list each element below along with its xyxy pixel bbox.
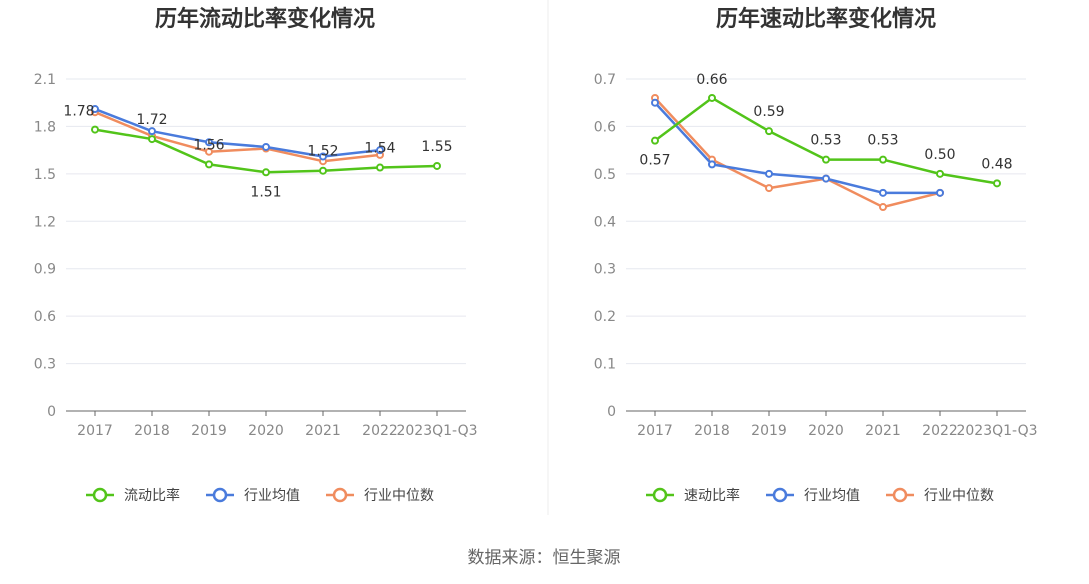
series-point-company bbox=[936, 169, 944, 178]
x-tick-label: 2022 bbox=[922, 423, 958, 439]
data-label: 0.57 bbox=[639, 153, 670, 169]
series-point-industry-avg bbox=[708, 160, 716, 169]
legend-swatch-marker bbox=[892, 487, 908, 503]
current-ratio-chart: 历年流动比率变化情况 0 0.3 0.6 0.9 1.2 1.5 1.8 2.1 2017 201… bbox=[34, 6, 478, 504]
current-ratio-title: 历年流动比率变化情况 bbox=[155, 6, 375, 32]
x-tick-label: 2023Q1-Q3 bbox=[396, 423, 477, 439]
y-tick-label: 2.1 bbox=[34, 72, 56, 88]
data-label: 0.66 bbox=[696, 72, 727, 88]
series-point-company bbox=[708, 93, 716, 102]
x-tick-label: 2023Q1-Q3 bbox=[956, 423, 1037, 439]
data-label: 1.51 bbox=[250, 184, 281, 200]
data-label: 0.59 bbox=[753, 104, 784, 120]
data-label: 0.53 bbox=[810, 133, 841, 149]
x-tick-label: 2018 bbox=[694, 423, 730, 439]
series-point-industry-avg bbox=[936, 188, 944, 197]
legend-label: 流动比率 bbox=[124, 487, 180, 504]
series-point-company bbox=[262, 168, 270, 177]
data-label: 1.54 bbox=[364, 141, 395, 157]
series-point-company bbox=[319, 166, 327, 175]
y-tick-label: 0.6 bbox=[594, 119, 616, 135]
y-tick-label: 0 bbox=[607, 404, 616, 420]
series-point-industry-avg bbox=[765, 169, 773, 178]
x-tick-label: 2017 bbox=[637, 423, 673, 439]
quick-ratio-title: 历年速动比率变化情况 bbox=[716, 6, 936, 32]
data-label: 1.56 bbox=[193, 137, 224, 153]
series-point-company bbox=[433, 161, 441, 170]
series-point-industry-avg bbox=[91, 105, 99, 114]
y-tick-label: 0.9 bbox=[34, 262, 56, 278]
data-label: 1.55 bbox=[421, 139, 452, 155]
data-label: 0.48 bbox=[981, 156, 1012, 172]
series-point-industry-avg bbox=[651, 98, 659, 107]
data-label: 1.72 bbox=[136, 112, 167, 128]
legend-label: 速动比率 bbox=[684, 487, 740, 504]
series-point-company bbox=[205, 160, 213, 169]
y-tick-label: 0.2 bbox=[594, 309, 616, 325]
data-source: 数据来源：恒生聚源 bbox=[468, 548, 621, 568]
y-tick-label: 1.5 bbox=[34, 167, 56, 183]
series-point-company bbox=[993, 179, 1001, 188]
series-line-industry-avg bbox=[94, 107, 381, 158]
series-point-industry-avg bbox=[822, 174, 830, 183]
series-point-industry-avg bbox=[205, 138, 213, 147]
series-line-industry-median bbox=[654, 97, 941, 209]
series-point-industry-avg bbox=[262, 142, 270, 151]
legend-swatch-marker bbox=[652, 487, 668, 503]
series-point-company bbox=[91, 125, 99, 134]
series-line-industry-avg bbox=[654, 101, 940, 195]
x-tick-label: 2020 bbox=[248, 423, 284, 439]
series-point-industry-avg bbox=[376, 146, 384, 155]
series-point-company bbox=[822, 155, 830, 164]
data-label: 1.78 bbox=[63, 104, 94, 120]
series-point-industry-median bbox=[765, 184, 773, 193]
y-tick-label: 0.4 bbox=[594, 214, 616, 230]
legend-label: 行业中位数 bbox=[924, 488, 994, 504]
x-tick-label: 2020 bbox=[808, 423, 844, 439]
series-point-industry-avg bbox=[879, 188, 887, 197]
series-point-industry-median bbox=[205, 147, 213, 156]
legend-swatch-marker bbox=[212, 487, 228, 503]
x-tick-label: 2021 bbox=[865, 423, 901, 439]
x-tick-label: 2018 bbox=[134, 423, 170, 439]
series-point-company bbox=[651, 136, 659, 145]
y-tick-label: 0.5 bbox=[594, 167, 616, 183]
data-label: 0.53 bbox=[867, 133, 898, 149]
series-point-company bbox=[879, 155, 887, 164]
y-tick-label: 1.2 bbox=[34, 214, 56, 230]
y-tick-label: 0 bbox=[47, 404, 56, 420]
series-point-company bbox=[765, 127, 773, 136]
legend-swatch-marker bbox=[332, 487, 348, 503]
legend-label: 行业均值 bbox=[244, 488, 300, 504]
series-point-company bbox=[148, 135, 156, 144]
data-label: 1.52 bbox=[307, 144, 338, 160]
y-tick-label: 0.7 bbox=[594, 72, 616, 88]
legend-label: 行业中位数 bbox=[364, 488, 434, 504]
series-point-company bbox=[376, 163, 384, 172]
y-tick-label: 0.3 bbox=[594, 262, 616, 278]
x-tick-label: 2021 bbox=[305, 423, 341, 439]
x-tick-label: 2019 bbox=[751, 423, 787, 439]
x-tick-label: 2022 bbox=[362, 423, 398, 439]
legend-swatch-marker bbox=[92, 487, 108, 503]
series-point-industry-avg bbox=[319, 152, 327, 161]
data-label: 0.50 bbox=[924, 147, 955, 163]
y-tick-label: 0.3 bbox=[34, 357, 56, 373]
x-tick-label: 2017 bbox=[77, 423, 113, 439]
y-tick-label: 1.8 bbox=[34, 119, 56, 135]
series-point-industry-median bbox=[879, 203, 887, 212]
quick-ratio-chart: 历年速动比率变化情况 0 0.1 0.2 0.3 0.4 0.5 0.6 0.7 2017 201… bbox=[594, 6, 1038, 504]
x-tick-label: 2019 bbox=[191, 423, 227, 439]
y-tick-label: 0.6 bbox=[34, 309, 56, 325]
series-point-industry-avg bbox=[148, 127, 156, 136]
legend-swatch-marker bbox=[772, 487, 788, 503]
y-tick-label: 0.1 bbox=[594, 357, 616, 373]
series-line-industry-median bbox=[94, 111, 381, 163]
legend-label: 行业均值 bbox=[804, 488, 860, 504]
